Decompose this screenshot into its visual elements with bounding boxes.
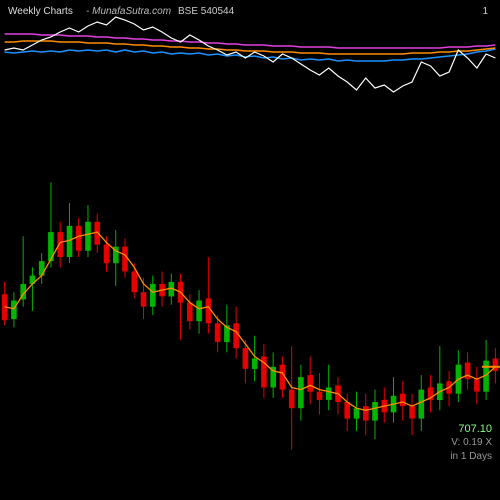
candle-up	[354, 408, 360, 418]
candle-down	[215, 323, 221, 342]
candle-down	[409, 406, 415, 418]
candle-up	[252, 359, 258, 369]
candle-up	[298, 377, 304, 408]
candle-down	[243, 348, 249, 369]
chart-info-box: 707.10 V: 0.19 X in 1 Days	[450, 422, 492, 464]
candle-down	[76, 226, 82, 251]
indicator-white-line	[5, 17, 496, 92]
last-price: 707.10	[450, 422, 492, 436]
chart-canvas	[0, 0, 500, 500]
indicator-magenta-line	[5, 34, 496, 48]
candle-up	[150, 284, 156, 307]
candle-down	[132, 272, 138, 293]
candle-up	[85, 222, 91, 251]
candle-up	[372, 402, 378, 421]
candle-down	[317, 392, 323, 400]
candle-down	[344, 402, 350, 419]
candle-down	[474, 379, 480, 391]
candle-down	[400, 394, 406, 406]
candle-up	[11, 301, 17, 320]
candle-down	[363, 406, 369, 421]
candle-down	[187, 303, 193, 322]
days-label: in 1 Days	[450, 450, 492, 464]
candle-down	[233, 323, 239, 348]
candle-down	[104, 245, 110, 264]
candle-down	[122, 247, 128, 272]
candle-down	[307, 375, 313, 392]
candle-up	[326, 388, 332, 400]
candle-up	[39, 261, 45, 276]
candle-up	[196, 301, 202, 322]
candle-down	[289, 390, 295, 409]
candle-up	[419, 390, 425, 419]
candle-down	[141, 292, 147, 307]
candle-down	[57, 232, 63, 257]
volume-label: V: 0.19 X	[450, 436, 492, 450]
candle-down	[465, 363, 471, 380]
candle-down	[206, 298, 212, 323]
